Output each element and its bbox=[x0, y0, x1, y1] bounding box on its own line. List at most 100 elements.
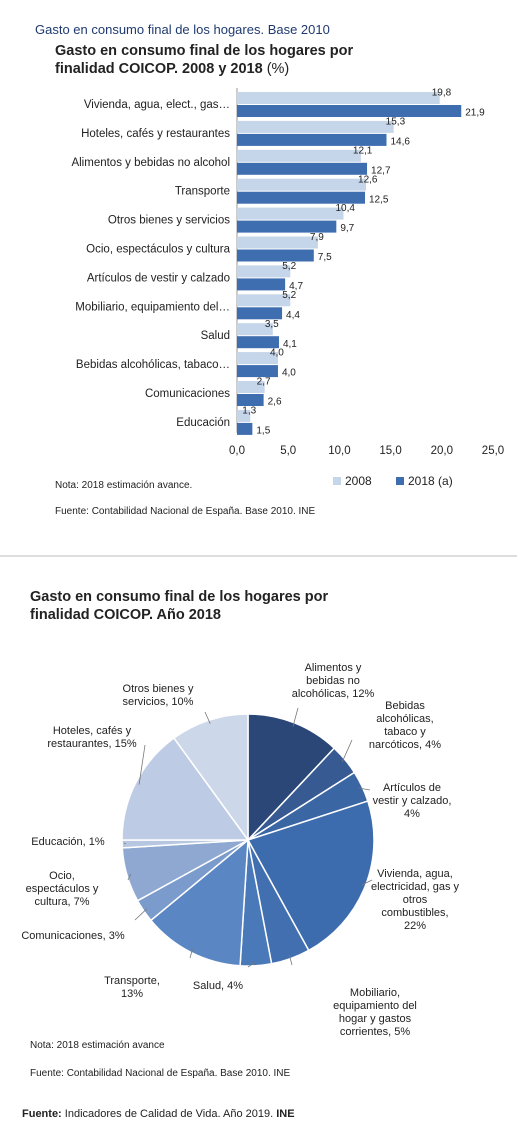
category-label: Ocio, espectáculos y cultura bbox=[86, 244, 230, 256]
category-label: Salud bbox=[201, 330, 230, 342]
value-label: 7,5 bbox=[318, 252, 332, 263]
bar bbox=[237, 394, 264, 406]
pie-label: Vivienda, agua, electricidad, gas y otro… bbox=[370, 868, 460, 932]
value-label: 7,9 bbox=[310, 232, 324, 243]
x-tick-label: 15,0 bbox=[379, 445, 401, 457]
header: Gasto en consumo final de los hogares. B… bbox=[35, 22, 330, 37]
legend-swatch bbox=[333, 477, 341, 485]
legend-swatch bbox=[396, 477, 404, 485]
category-label: Mobiliario, equipamiento del… bbox=[75, 301, 230, 313]
value-label: 5,2 bbox=[282, 261, 296, 272]
bar bbox=[237, 220, 337, 233]
bar-title-text: Gasto en consumo final de los hogares po… bbox=[55, 43, 354, 77]
pie-label: Bebidas alcohólicas, tabaco y narcóticos… bbox=[368, 700, 442, 751]
pie-label: Transporte, 13% bbox=[104, 975, 160, 1000]
footer: Fuente: Indicadores de Calidad de Vida. … bbox=[22, 1108, 295, 1120]
bar bbox=[237, 422, 253, 435]
bar bbox=[237, 365, 278, 378]
category-label: Comunicaciones bbox=[145, 388, 230, 400]
x-tick-label: 0,0 bbox=[229, 445, 245, 457]
value-label: 3,5 bbox=[265, 319, 279, 330]
pie-slice bbox=[246, 800, 375, 952]
legend-label: 2008 bbox=[345, 474, 372, 488]
bar bbox=[237, 207, 344, 220]
bar bbox=[237, 178, 367, 191]
value-label: 5,2 bbox=[282, 290, 296, 301]
value-label: 21,9 bbox=[465, 108, 485, 119]
pie-slice bbox=[149, 838, 249, 967]
bar bbox=[237, 294, 291, 307]
value-label: 2,6 bbox=[268, 397, 282, 408]
value-label: 4,0 bbox=[282, 368, 296, 379]
pie-label: Alimentos y bebidas no alcohólicas, 12% bbox=[291, 662, 375, 700]
footer-label: Fuente: bbox=[22, 1108, 62, 1120]
leader-line bbox=[189, 948, 193, 959]
leader-line bbox=[292, 707, 299, 727]
bar-title: Gasto en consumo final de los hogares po… bbox=[55, 42, 385, 78]
pie-label: Hoteles, cafés y restaurantes, 15% bbox=[47, 725, 137, 750]
bar bbox=[237, 352, 278, 365]
leader-line bbox=[123, 842, 127, 845]
bar-title-unit: (%) bbox=[266, 61, 290, 77]
bar bbox=[237, 323, 273, 336]
bar bbox=[237, 133, 387, 146]
bar bbox=[237, 409, 251, 422]
category-label: Otros bienes y servicios bbox=[108, 215, 230, 227]
x-tick-label: 5,0 bbox=[280, 445, 296, 457]
leader-line bbox=[204, 711, 211, 724]
bar bbox=[237, 265, 291, 278]
pie-label: Artículos de vestir y calzado, 4% bbox=[372, 782, 452, 820]
leader-line bbox=[134, 908, 148, 921]
value-label: 10,4 bbox=[335, 203, 355, 214]
leader-line bbox=[289, 954, 293, 966]
bar bbox=[237, 105, 462, 117]
category-label: Alimentos y bebidas no alcohol bbox=[71, 157, 230, 169]
value-label: 4,7 bbox=[289, 281, 303, 292]
bar bbox=[237, 307, 283, 320]
value-label: 9,7 bbox=[340, 223, 354, 234]
value-label: 4,0 bbox=[270, 348, 284, 359]
footer-source: INE bbox=[276, 1108, 295, 1120]
category-label: Bebidas alcohólicas, tabaco… bbox=[76, 359, 230, 371]
value-label: 12,1 bbox=[353, 145, 373, 156]
pie-label: Salud, 4% bbox=[192, 980, 244, 992]
note: Fuente: Contabilidad Nacional de España.… bbox=[30, 1068, 291, 1079]
value-label: 4,1 bbox=[283, 339, 297, 350]
category-label: Educación bbox=[176, 417, 230, 429]
bar bbox=[237, 149, 361, 162]
leader-line bbox=[341, 739, 353, 763]
value-label: 19,8 bbox=[432, 88, 452, 99]
leader-line bbox=[138, 744, 146, 785]
note: Fuente: Contabilidad Nacional de España.… bbox=[55, 506, 316, 517]
leader-line bbox=[127, 873, 131, 881]
bar bbox=[237, 249, 314, 262]
bar bbox=[237, 191, 365, 204]
leader-line bbox=[361, 879, 373, 886]
category-label: Vivienda, agua, elect., gas… bbox=[84, 99, 230, 111]
pie-label: Otros bienes y servicios, 10% bbox=[122, 683, 194, 708]
note: Nota: 2018 estimación avance. bbox=[55, 480, 193, 491]
pie-label: Educación, 1% bbox=[31, 836, 105, 848]
pie-slice bbox=[121, 737, 250, 841]
footer-text: Indicadores de Calidad de Vida. Año 2019… bbox=[64, 1108, 274, 1120]
bar bbox=[237, 278, 286, 291]
bar bbox=[237, 162, 368, 175]
value-label: 15,3 bbox=[386, 117, 406, 128]
value-label: 14,6 bbox=[391, 137, 411, 148]
pie-slice bbox=[247, 713, 336, 842]
leader-line bbox=[247, 961, 256, 968]
bar bbox=[237, 336, 279, 349]
x-tick-label: 25,0 bbox=[482, 445, 504, 457]
legend-label: 2018 (a) bbox=[408, 474, 453, 488]
x-tick-label: 10,0 bbox=[328, 445, 350, 457]
category-label: Transporte bbox=[175, 186, 230, 198]
value-label: 12,5 bbox=[369, 194, 389, 205]
value-label: 1,3 bbox=[242, 406, 256, 417]
value-label: 1,5 bbox=[256, 426, 270, 437]
value-label: 12,6 bbox=[358, 174, 378, 185]
x-tick-label: 20,0 bbox=[431, 445, 453, 457]
pie-label: Mobiliario, equipamiento del hogar y gas… bbox=[333, 987, 417, 1038]
pie-title: Gasto en consumo final de los hogares po… bbox=[30, 589, 329, 623]
